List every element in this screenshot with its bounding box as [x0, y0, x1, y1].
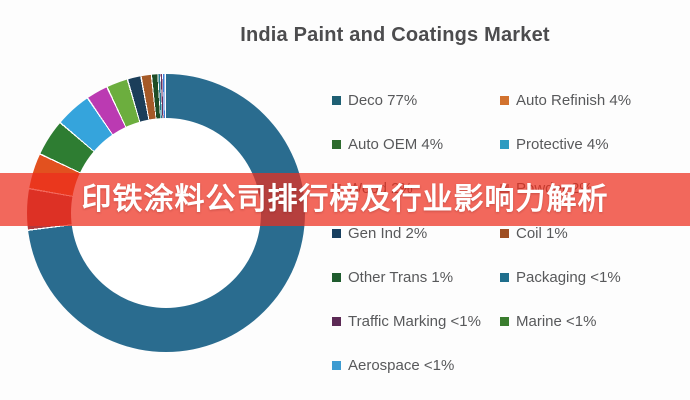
legend-swatch-icon — [332, 272, 341, 282]
legend-swatch-icon — [500, 272, 509, 282]
legend-item: Marine <1% — [500, 299, 672, 343]
legend-item: Gen Ind 2% — [332, 211, 500, 255]
overlay-banner: 印铁涂料公司排行榜及行业影响力解析 — [0, 173, 690, 226]
legend-item: Protective 4% — [500, 122, 672, 166]
legend-item: Traffic Marking <1% — [332, 299, 500, 343]
legend-swatch-icon — [500, 139, 509, 149]
legend-label: Traffic Marking <1% — [348, 313, 481, 331]
legend-swatch-icon — [500, 317, 509, 327]
legend-swatch-icon — [332, 361, 341, 371]
legend-label: Other Trans 1% — [348, 268, 454, 286]
legend-item: Auto OEM 4% — [332, 122, 500, 166]
legend-label: Gen Ind 2% — [348, 224, 428, 242]
legend-item: Other Trans 1% — [332, 255, 500, 299]
legend-swatch-icon — [332, 95, 341, 105]
chart-title: India Paint and Coatings Market — [240, 24, 550, 46]
legend-item: Auto Refinish 4% — [500, 78, 672, 122]
legend-label: Deco 77% — [348, 91, 418, 109]
legend-swatch-icon — [500, 228, 509, 238]
legend-swatch-icon — [500, 95, 509, 105]
legend-swatch-icon — [332, 139, 341, 149]
legend-item: Deco 77% — [332, 78, 500, 122]
legend-label: Auto Refinish 4% — [516, 91, 632, 109]
legend-item: Coil 1% — [500, 211, 672, 255]
legend-swatch-icon — [332, 317, 341, 327]
legend-label: Aerospace <1% — [348, 357, 455, 375]
banner-title: 印铁涂料公司排行榜及行业影响力解析 — [81, 182, 609, 216]
legend-label: Auto OEM 4% — [348, 135, 444, 153]
legend-swatch-icon — [332, 228, 341, 238]
legend-label: Marine <1% — [516, 313, 597, 331]
legend-item: Aerospace <1% — [332, 344, 500, 388]
legend-label: Coil 1% — [516, 224, 568, 242]
legend-label: Protective 4% — [516, 135, 609, 153]
legend-label: Packaging <1% — [516, 268, 621, 286]
legend: Deco 77% Auto Refinish 4% Auto OEM 4% Prote… — [332, 78, 672, 388]
legend-item: Packaging <1% — [500, 255, 672, 299]
